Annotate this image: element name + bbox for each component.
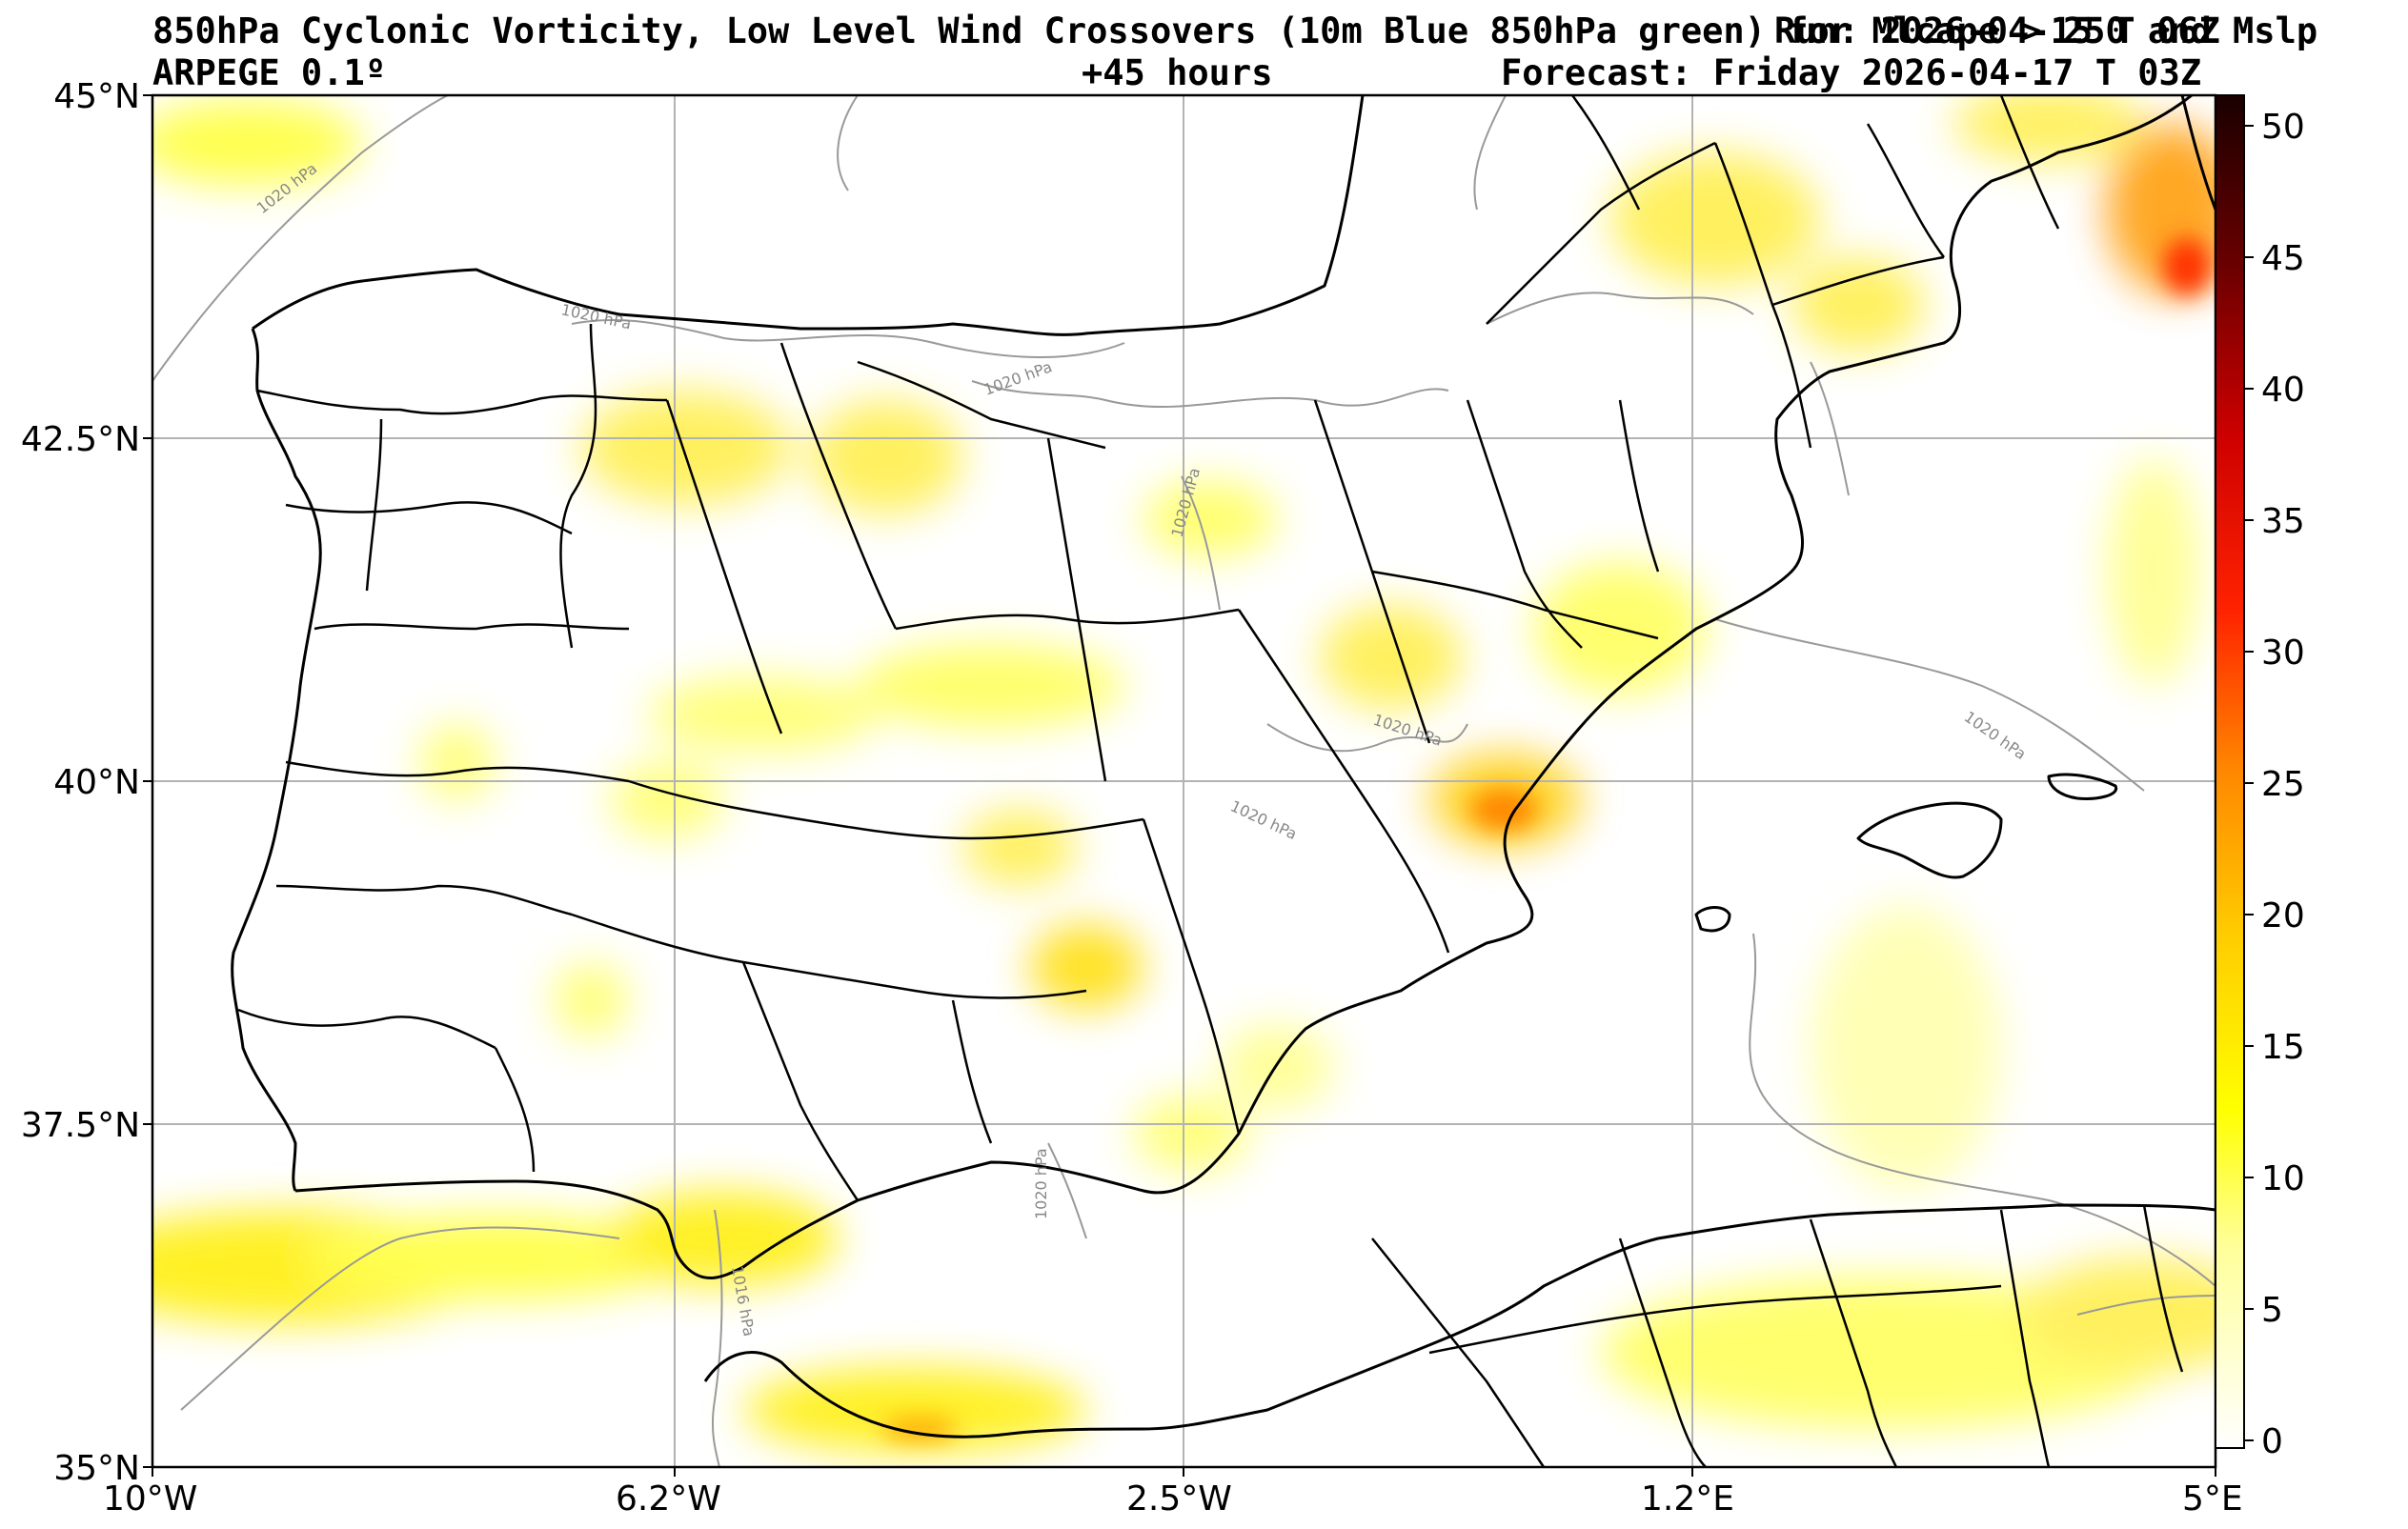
vorticity-field [152,95,2216,1453]
lat-tick-label: 35°N [53,1449,140,1488]
iberia-south-coast [294,93,2193,1280]
sardinia-corsica [2180,94,2217,211]
lead-time: +45 hours [1082,52,1273,93]
lon-tick-label: 1.2°E [1641,1479,1734,1519]
colorbar-ticks [2244,125,2254,1441]
north-africa-coast [703,1203,2216,1438]
lat-tick-label: 45°N [53,77,140,116]
admin-borders [237,94,2184,1468]
model-name: ARPEGE 0.1º [152,52,387,93]
iberia-west-coast [231,328,322,1192]
colorbar-label: 45 [2261,239,2305,278]
lat-tick-label: 42.5°N [20,420,140,459]
forecast-time: Forecast: Friday 2026-04-17 T 03Z [1501,52,2202,93]
coastlines [231,93,2217,1438]
colorbar-label: 5 [2261,1291,2283,1330]
mallorca [1856,801,2003,879]
lon-tick-label: 6.2°W [616,1479,721,1519]
colorbar-label: 25 [2261,765,2305,804]
map-title: 850hPa Cyclonic Vorticity, Low Level Win… [152,10,2318,51]
lon-tick-label: 5°E [2182,1479,2243,1519]
run-time: Run: 2026-04-15 T 06Z [1774,10,2220,51]
colorbar-label: 35 [2261,502,2305,541]
colorbar-label: 0 [2261,1422,2283,1461]
colorbar-label: 50 [2261,108,2305,147]
lat-tick-label: 37.5°N [20,1106,140,1145]
menorca [2047,773,2118,800]
lon-tick-label: 2.5°W [1126,1479,1232,1519]
colorbar-label: 20 [2261,896,2305,936]
colorbar-label: 30 [2261,634,2305,673]
colorbar-label: 10 [2261,1159,2305,1198]
isobar-label: 1020 hPa [1032,1148,1050,1219]
isobars [152,95,2216,1467]
axis-ticks [143,94,2216,1477]
colorbar-label: 40 [2261,371,2305,410]
ibiza [1694,906,1731,933]
iberia-coast [252,94,1365,336]
graticule [152,95,2216,1467]
colorbar [2215,94,2245,1449]
colorbar-label: 15 [2261,1028,2305,1067]
lat-tick-label: 40°N [53,763,140,802]
lon-tick-label: 10°W [103,1479,198,1519]
